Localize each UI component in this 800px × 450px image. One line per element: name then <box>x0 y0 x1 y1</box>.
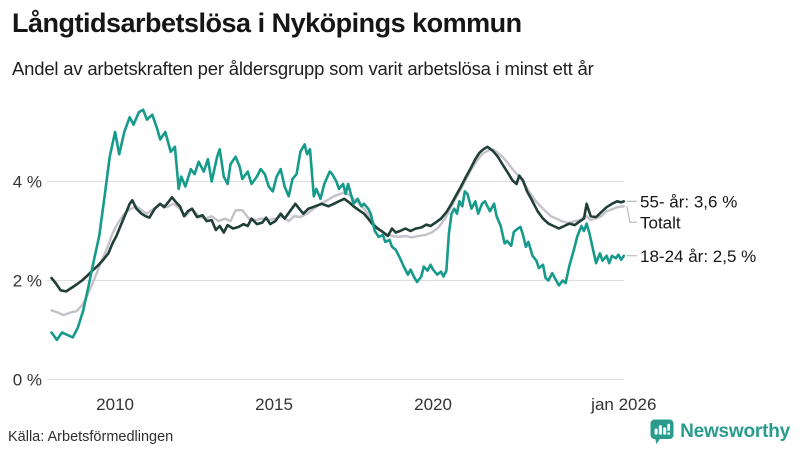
x-tick-label: 2010 <box>96 395 134 414</box>
series-line-55-r <box>50 145 626 293</box>
y-tick-label: 2 % <box>13 272 42 291</box>
series-line-Totalt <box>50 148 625 317</box>
newsworthy-wordmark: Newsworthy <box>680 421 790 442</box>
chart-title: Långtidsarbetslösa i Nyköpings kommun <box>12 8 522 38</box>
newsworthy-bubble-chart-icon <box>650 419 674 444</box>
chart-subtitle: Andel av arbetskraften per åldersgrupp s… <box>12 58 594 79</box>
y-tick-label: 4 % <box>13 173 42 192</box>
legend-leader-line <box>626 206 637 223</box>
legend-label-Totalt: Totalt <box>640 213 681 232</box>
x-tick-label: 2015 <box>255 395 293 414</box>
source-note: Källa: Arbetsförmedlingen <box>8 429 174 445</box>
legend-label-18-24r: 18-24 år: 2,5 % <box>640 247 756 266</box>
x-tick-label: 2020 <box>414 395 452 414</box>
legend-label-55-r: 55- år: 3,6 % <box>640 192 737 211</box>
series-line-18-24r <box>50 108 626 342</box>
x-tick-label: jan 2026 <box>590 395 656 414</box>
newsworthy-logo: Newsworthy <box>650 419 790 445</box>
y-tick-label: 0 % <box>13 371 42 390</box>
